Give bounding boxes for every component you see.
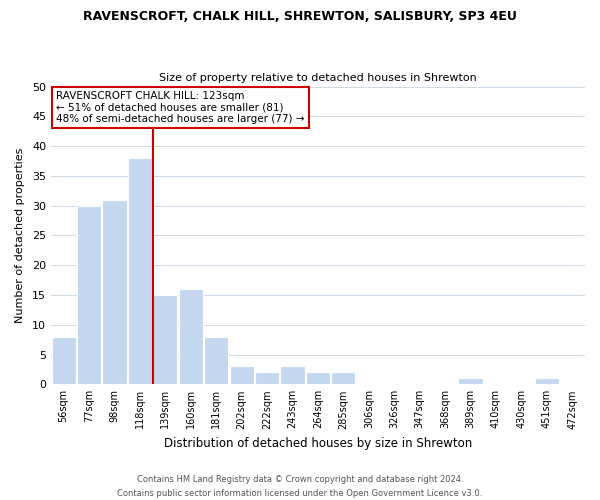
Y-axis label: Number of detached properties: Number of detached properties	[15, 148, 25, 323]
Bar	[331, 372, 355, 384]
Bar	[280, 366, 305, 384]
Bar	[230, 366, 254, 384]
Title: Size of property relative to detached houses in Shrewton: Size of property relative to detached ho…	[159, 73, 477, 83]
Text: RAVENSCROFT CHALK HILL: 123sqm
← 51% of detached houses are smaller (81)
48% of : RAVENSCROFT CHALK HILL: 123sqm ← 51% of …	[56, 91, 305, 124]
Text: Contains HM Land Registry data © Crown copyright and database right 2024.
Contai: Contains HM Land Registry data © Crown c…	[118, 476, 482, 498]
X-axis label: Distribution of detached houses by size in Shrewton: Distribution of detached houses by size …	[164, 437, 472, 450]
Bar	[179, 289, 203, 384]
Bar	[255, 372, 279, 384]
Bar	[204, 336, 229, 384]
Bar	[77, 206, 101, 384]
Text: RAVENSCROFT, CHALK HILL, SHREWTON, SALISBURY, SP3 4EU: RAVENSCROFT, CHALK HILL, SHREWTON, SALIS…	[83, 10, 517, 23]
Bar	[52, 336, 76, 384]
Bar	[128, 158, 152, 384]
Bar	[535, 378, 559, 384]
Bar	[103, 200, 127, 384]
Bar	[458, 378, 482, 384]
Bar	[153, 295, 178, 384]
Bar	[306, 372, 330, 384]
